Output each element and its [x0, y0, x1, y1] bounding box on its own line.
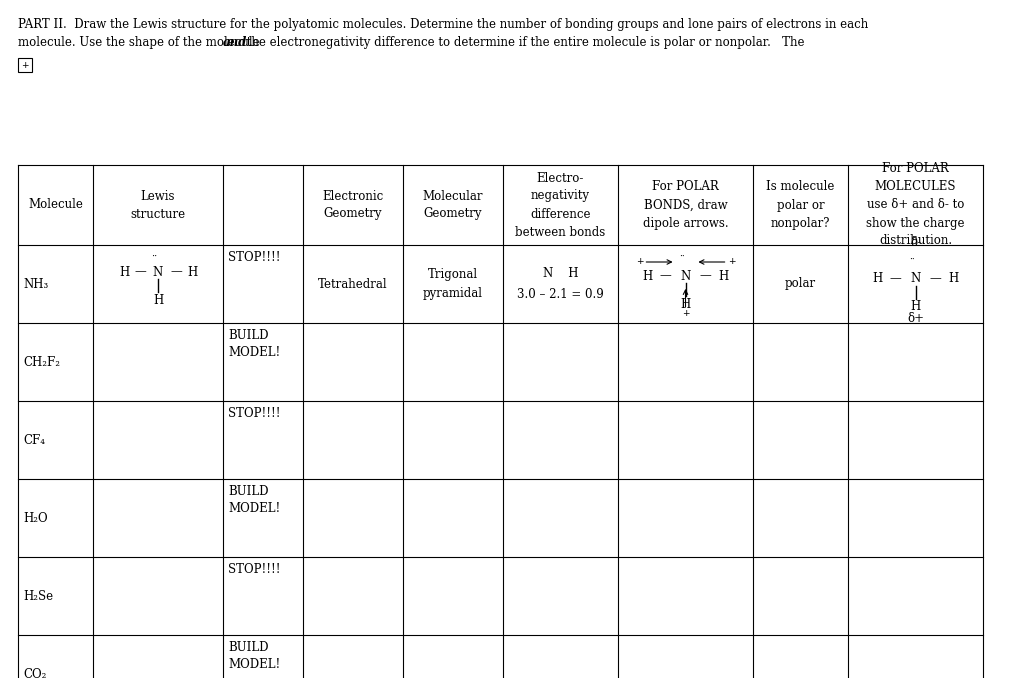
Text: N: N — [153, 266, 163, 279]
Text: H: H — [186, 266, 198, 279]
Text: H: H — [680, 298, 690, 311]
Text: CH₂F₂: CH₂F₂ — [24, 355, 60, 369]
Text: H₂O: H₂O — [24, 511, 48, 525]
Text: H: H — [119, 266, 129, 279]
Text: —: — — [134, 266, 145, 279]
Text: Trigonal
pyramidal: Trigonal pyramidal — [423, 268, 483, 300]
Text: Lewis
structure: Lewis structure — [130, 189, 185, 220]
Text: CF₄: CF₄ — [24, 433, 45, 447]
Text: —: — — [890, 273, 901, 285]
Text: ··: ·· — [680, 252, 685, 260]
Text: STOP!!!!: STOP!!!! — [228, 251, 281, 264]
Text: STOP!!!!: STOP!!!! — [228, 407, 281, 420]
Text: For POLAR
MOLECULES
use δ+ and δ- to
show the charge
distribution.: For POLAR MOLECULES use δ+ and δ- to sho… — [866, 163, 965, 247]
Text: H: H — [153, 294, 163, 306]
Text: BUILD
MODEL!: BUILD MODEL! — [228, 485, 281, 515]
Text: H: H — [719, 269, 729, 283]
Text: Molecular
Geometry: Molecular Geometry — [423, 189, 483, 220]
Text: and: and — [223, 36, 248, 49]
Text: ··: ·· — [909, 254, 915, 264]
Text: δ-: δ- — [910, 237, 921, 250]
Text: BUILD
MODEL!: BUILD MODEL! — [228, 641, 281, 671]
Text: +: + — [728, 258, 735, 266]
Text: Electro-
negativity
difference
between bonds: Electro- negativity difference between b… — [515, 172, 605, 239]
Text: H: H — [910, 300, 921, 313]
Text: +: + — [636, 258, 643, 266]
Text: Tetrahedral: Tetrahedral — [318, 277, 388, 290]
Text: molecule. Use the shape of the molecule: molecule. Use the shape of the molecule — [18, 36, 263, 49]
Text: —: — — [930, 273, 941, 285]
Text: For POLAR
BONDS, draw
dipole arrows.: For POLAR BONDS, draw dipole arrows. — [643, 180, 728, 229]
Text: NH₃: NH₃ — [24, 277, 49, 290]
Text: N    H
3.0 – 2.1 = 0.9: N H 3.0 – 2.1 = 0.9 — [517, 267, 604, 301]
Text: BUILD
MODEL!: BUILD MODEL! — [228, 329, 281, 359]
Text: δ+: δ+ — [907, 313, 924, 325]
Text: H: H — [948, 273, 958, 285]
Text: ··: ·· — [151, 252, 157, 260]
Text: H: H — [642, 269, 652, 283]
Text: Molecule: Molecule — [28, 199, 83, 212]
Text: Electronic
Geometry: Electronic Geometry — [323, 189, 384, 220]
Text: —: — — [170, 266, 182, 279]
Text: CO₂: CO₂ — [24, 668, 47, 678]
Text: N: N — [910, 273, 921, 285]
Text: +: + — [22, 60, 29, 70]
Text: H: H — [872, 273, 883, 285]
Text: the electronegativity difference to determine if the entire molecule is polar or: the electronegativity difference to dete… — [243, 36, 805, 49]
Text: Is molecule
polar or
nonpolar?: Is molecule polar or nonpolar? — [766, 180, 835, 229]
Text: —: — — [699, 269, 712, 283]
Text: N: N — [680, 269, 690, 283]
Text: PART II.  Draw the Lewis structure for the polyatomic molecules. Determine the n: PART II. Draw the Lewis structure for th… — [18, 18, 868, 31]
Text: —: — — [659, 269, 672, 283]
Text: +: + — [682, 309, 689, 319]
Text: polar: polar — [785, 277, 816, 290]
Text: STOP!!!!: STOP!!!! — [228, 563, 281, 576]
Text: H₂Se: H₂Se — [24, 589, 53, 603]
